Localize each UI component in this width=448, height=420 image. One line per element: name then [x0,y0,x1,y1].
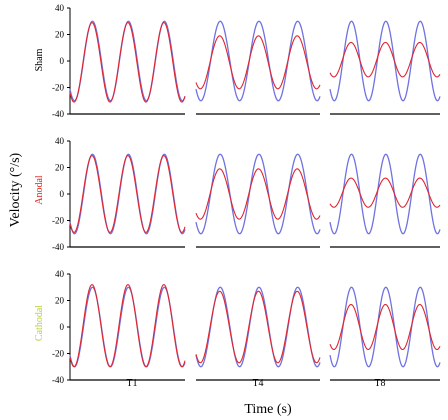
y-tick-label-sham-t1-3: -20 [52,83,64,93]
y-tick-label-cathodal-t1-2: 0 [60,322,65,332]
column-label-t4: T4 [252,378,263,389]
column-label-t1: T1 [126,378,137,389]
row-label-cathodal: Cathodal [34,305,45,341]
response-line-anodal-t8 [329,177,441,208]
response-line-cathodal-t1 [69,284,186,368]
y-tick-label-sham-t1-4: -40 [52,109,64,119]
y-tick-label-cathodal-t1-3: -20 [52,349,64,359]
row-label-anodal: Anodal [34,175,45,205]
response-line-cathodal-t8 [329,303,441,351]
target-line-sham-t4 [195,20,321,102]
target-line-anodal-t4 [195,153,321,235]
target-line-cathodal-t4 [195,286,321,368]
target-line-cathodal-t8 [329,286,441,368]
row-label-sham: Sham [34,48,45,71]
response-line-sham-t1 [69,22,186,103]
y-tick-label-cathodal-t1-0: 40 [55,269,65,279]
target-line-cathodal-t1 [69,286,186,368]
target-line-sham-t8 [329,20,441,102]
response-line-sham-t4 [195,35,321,90]
y-tick-label-anodal-t1-3: -20 [52,216,64,226]
response-line-cathodal-t4 [195,290,321,364]
y-tick-label-anodal-t1-0: 40 [55,136,65,146]
y-tick-label-cathodal-t1-1: 20 [55,296,65,306]
y-tick-label-anodal-t1-1: 20 [55,163,65,173]
response-line-anodal-t4 [195,168,321,220]
y-tick-label-anodal-t1-2: 0 [60,189,65,199]
y-axis-title: Velocity (°/s) [8,152,23,227]
response-line-sham-t8 [329,41,441,78]
target-line-anodal-t8 [329,153,441,235]
column-label-t8: T8 [374,378,385,389]
response-line-anodal-t1 [69,155,186,233]
y-tick-label-sham-t1-0: 40 [55,3,65,13]
x-axis-title: Time (s) [244,402,292,417]
y-tick-label-sham-t1-1: 20 [55,30,65,40]
y-tick-label-sham-t1-2: 0 [60,56,65,66]
y-tick-label-anodal-t1-4: -40 [52,242,64,252]
y-tick-label-cathodal-t1-4: -40 [52,375,64,385]
